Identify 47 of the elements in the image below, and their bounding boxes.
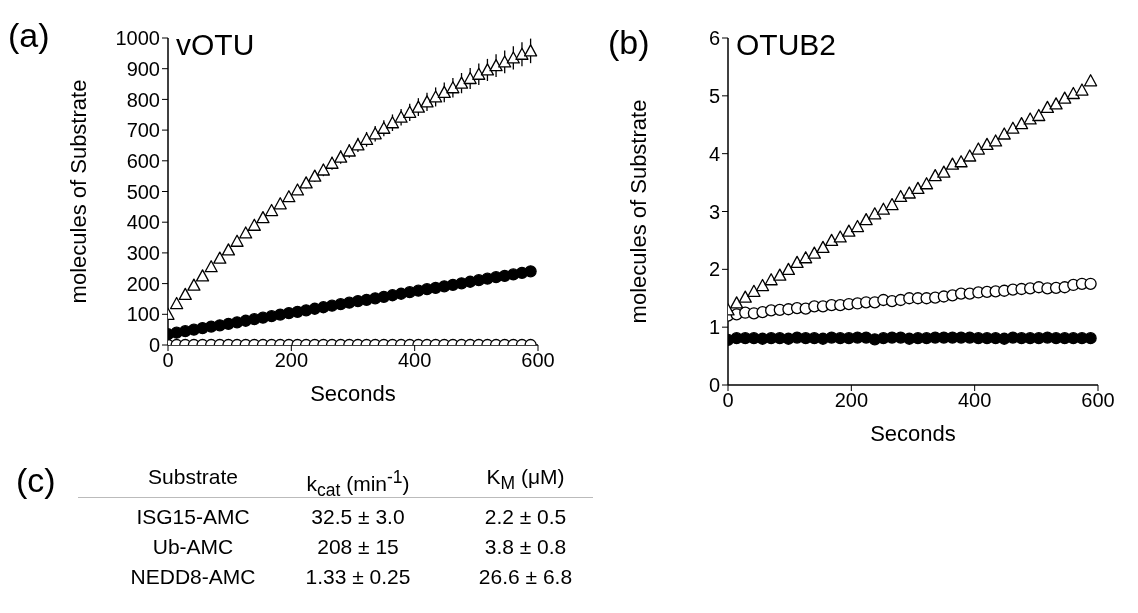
text: k$_{cat}$ (min$^{-1}$) <box>305 466 411 503</box>
text: Ub-AMC <box>151 534 235 560</box>
x-tick-label: 600 <box>521 349 555 372</box>
x-tick-label: 400 <box>397 349 432 372</box>
x-tick-label: 600 <box>1081 389 1115 412</box>
y-tick-label: 300 <box>126 242 160 264</box>
x-axis-title: Seconds <box>310 381 396 406</box>
y-tick-label: 200 <box>126 272 160 295</box>
chart-title: OTUB2 <box>736 28 837 62</box>
text: NEDD8-AMC <box>129 564 257 590</box>
text: (a) <box>8 16 50 55</box>
text: 208 ± 15 <box>316 534 400 560</box>
text: ISG15-AMC <box>135 504 251 530</box>
y-axis-title: molecules of Substrate <box>625 99 651 324</box>
y-tick-label: 3 <box>708 200 720 223</box>
y-tick-label: 1000 <box>115 27 160 50</box>
x-axis-title: Seconds <box>870 421 956 446</box>
y-tick-label: 900 <box>126 57 160 80</box>
y-tick-label: 2 <box>708 258 720 281</box>
y-tick-label: 5 <box>708 84 720 107</box>
text: 32.5 ± 3.0 <box>310 504 406 530</box>
x-tick-label: 200 <box>834 389 869 412</box>
text: 26.6 ± 6.8 <box>477 564 574 590</box>
y-tick-label: 4 <box>708 142 720 165</box>
x-tick-label: 0 <box>162 349 174 372</box>
x-tick-label: 200 <box>274 349 309 372</box>
y-tick-label: 600 <box>126 149 160 172</box>
y-tick-label: 800 <box>126 88 160 111</box>
text: (b) <box>608 23 650 62</box>
text: Substrate <box>147 464 239 490</box>
y-tick-label: 1 <box>708 316 720 339</box>
y-tick-label: 0 <box>148 334 160 357</box>
y-tick-label: 6 <box>708 27 720 50</box>
text: 2.2 ± 0.5 <box>483 504 568 530</box>
y-tick-label: 0 <box>708 374 720 397</box>
text: 3.8 ± 0.8 <box>483 534 568 560</box>
text: (c) <box>16 461 56 500</box>
text: K$_{M}$ (μM) <box>485 464 566 496</box>
y-tick-label: 100 <box>126 303 160 326</box>
x-tick-label: 0 <box>722 389 734 412</box>
text: 1.33 ± 0.25 <box>304 564 412 590</box>
y-axis-title: molecules of Substrate <box>65 79 91 304</box>
y-tick-label: 500 <box>126 180 160 203</box>
y-tick-label: 400 <box>126 211 160 234</box>
chart-title: vOTU <box>176 28 255 62</box>
y-tick-label: 700 <box>126 119 160 142</box>
x-tick-label: 400 <box>957 389 992 412</box>
